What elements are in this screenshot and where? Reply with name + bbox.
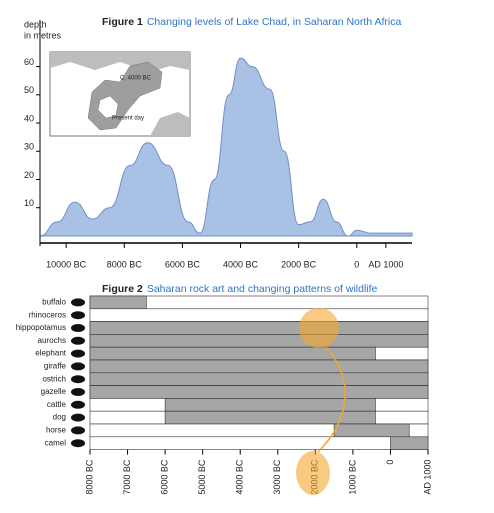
range-bar xyxy=(89,385,429,399)
highlight xyxy=(296,308,346,495)
figure-2-title: Figure 2 Saharan rock art and changing pa… xyxy=(102,283,378,295)
y-tick-label: 20 xyxy=(24,170,34,180)
x-tick-label: 0 xyxy=(354,259,359,269)
range-bar xyxy=(89,346,376,361)
title-text: Saharan rock art and changing patterns o… xyxy=(147,283,378,295)
animal-icon xyxy=(71,375,85,384)
y-tick-label: 30 xyxy=(24,142,34,152)
category-label: aurochs xyxy=(38,336,66,345)
plot-area: 10 20 30 40 50 60 10000 BC 8000 BC 6000 BC 4000 B… xyxy=(24,20,413,269)
range-bar xyxy=(89,372,429,386)
animal-icon xyxy=(71,362,85,371)
figure-label: Figure 2 xyxy=(102,283,143,295)
range-bar xyxy=(164,410,376,425)
animal-icon xyxy=(71,298,85,307)
map-inset: C. 4000 BC Present day xyxy=(49,51,191,137)
x-tick-label: 6000 BC xyxy=(159,459,169,495)
animal-icon xyxy=(71,311,85,320)
animal-icon xyxy=(71,413,85,422)
animal-icon xyxy=(71,439,85,448)
range-bar xyxy=(89,295,147,310)
figure-1-title: Figure 1 Changing levels of Lake Chad, in… xyxy=(102,16,401,28)
map-label: C. 4000 BC xyxy=(120,76,152,82)
area xyxy=(39,57,413,237)
x-tick-label: 6000 BC xyxy=(165,259,201,269)
x-tick-label: AD 1000 xyxy=(422,460,432,495)
y-tick-label: 50 xyxy=(24,85,34,95)
y-tick-label: 40 xyxy=(24,113,34,123)
x-tick-label: 8000 BC xyxy=(84,459,94,495)
x-tick-label: AD 1000 xyxy=(368,259,403,269)
animal-icon xyxy=(71,336,85,345)
y-tick-label: 60 xyxy=(24,57,34,67)
y-axis-label: depth xyxy=(24,19,47,29)
animal-icon xyxy=(71,400,85,409)
category-label: camel xyxy=(45,438,67,447)
category-label: horse xyxy=(46,426,67,435)
category-label: cattle xyxy=(47,400,67,409)
category-label: hippopotamus xyxy=(16,323,66,332)
range-bar xyxy=(89,359,429,374)
range-bar xyxy=(89,321,429,335)
title-text: Changing levels of Lake Chad, in Saharan… xyxy=(147,16,402,28)
map-label: Present day xyxy=(112,116,144,122)
category-label: gazelle xyxy=(41,387,67,396)
category-label: dog xyxy=(53,413,66,422)
x-tick-label: 1000 BC xyxy=(347,459,357,495)
animal-icon xyxy=(71,388,85,396)
category-label: giraffe xyxy=(44,362,67,371)
x-tick-label: 4000 BC xyxy=(235,459,245,495)
category-label: buffalo xyxy=(42,298,66,307)
x-tick-label: 8000 BC xyxy=(107,259,143,269)
y-axis-label: in metres xyxy=(24,30,62,40)
category-label: rhinoceros xyxy=(29,310,66,319)
animal-icon xyxy=(71,324,85,332)
x-tick-label: 3000 BC xyxy=(272,459,282,495)
x-tick-label: 5000 BC xyxy=(197,459,207,495)
category-label: elephant xyxy=(35,349,66,358)
animal-icon xyxy=(71,349,85,358)
range-bar xyxy=(390,436,429,450)
x-tick-label: 0 xyxy=(385,460,395,465)
row xyxy=(89,436,429,450)
x-tick-label: 2000 BC xyxy=(281,259,317,269)
row xyxy=(89,308,429,322)
y-tick-label: 10 xyxy=(24,198,34,208)
x-tick-label: 7000 BC xyxy=(122,459,132,495)
range-bar xyxy=(333,423,410,438)
figure-label: Figure 1 xyxy=(102,16,143,28)
x-tick-label: 4000 BC xyxy=(223,259,259,269)
x-tick-label: 10000 BC xyxy=(46,259,87,269)
plot-area: buffalo rhinoceros hippopotamus aurochs elep… xyxy=(16,295,432,495)
animal-icon xyxy=(71,426,85,435)
range-bar xyxy=(89,334,429,348)
category-label: ostrich xyxy=(42,374,66,383)
